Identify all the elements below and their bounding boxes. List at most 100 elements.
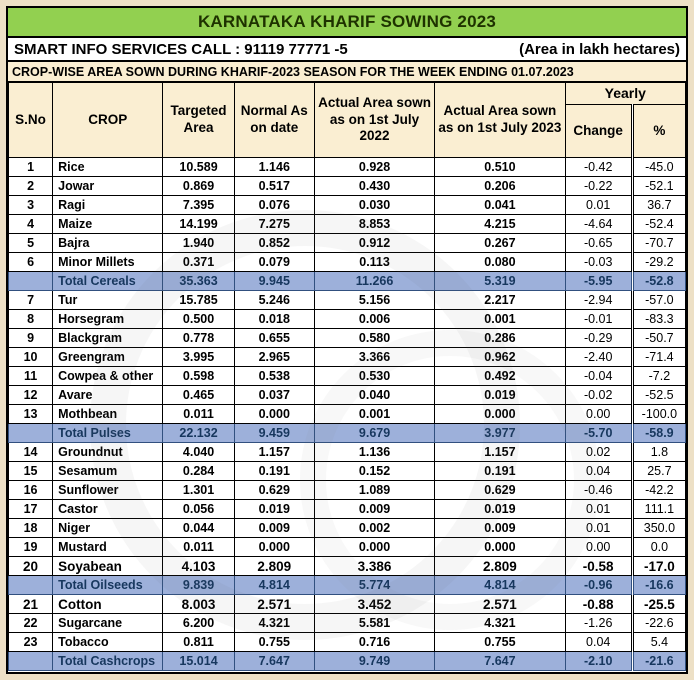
crop-row: 7 Tur 15.785 5.246 5.156 2.217 -2.94 -57.0: [7, 290, 687, 310]
cell-sno: 10: [7, 347, 54, 367]
cell-normal: 2.571: [233, 594, 315, 614]
cell-pct: 111.1: [630, 499, 687, 519]
cell-actual_2022: 1.089: [313, 480, 436, 500]
cell-actual_2023: 0.019: [434, 499, 566, 519]
cell-crop: Cotton: [52, 594, 164, 614]
cell-actual_2023: 0.510: [434, 157, 566, 177]
cell-pct: 1.8: [630, 442, 687, 462]
cell-actual_2022: 3.452: [313, 594, 436, 614]
cell-normal: 5.246: [233, 290, 315, 310]
cell-actual_2022: 0.002: [313, 518, 436, 538]
cell-pct: -7.2: [630, 366, 687, 386]
cell-change: -5.95: [564, 271, 633, 291]
cell-change: 0.04: [564, 461, 633, 481]
cell-pct: -42.2: [630, 480, 687, 500]
crop-row: 12 Avare 0.465 0.037 0.040 0.019 -0.02 -52.5: [7, 385, 687, 405]
cell-actual_2023: 0.001: [434, 309, 566, 329]
cell-actual_2023: 0.019: [434, 385, 566, 405]
cell-actual_2023: 0.286: [434, 328, 566, 348]
cell-normal: 0.000: [233, 404, 315, 424]
cell-change: -0.02: [564, 385, 633, 405]
cell-normal: 0.076: [233, 195, 315, 215]
cell-actual_2022: 3.366: [313, 347, 436, 367]
header-change: Change: [564, 104, 633, 158]
cell-sno: [7, 271, 54, 291]
cell-actual_2022: 3.386: [313, 556, 436, 576]
table-header: S.No CROP Targeted Area Normal As on dat…: [7, 82, 687, 158]
cell-targeted: 15.785: [162, 290, 235, 310]
cell-actual_2022: 0.928: [313, 157, 436, 177]
cell-normal: 4.814: [233, 575, 315, 595]
cell-actual_2022: 0.009: [313, 499, 436, 519]
cell-pct: 36.7: [630, 195, 687, 215]
cell-pct: -25.5: [630, 594, 687, 614]
cell-actual_2023: 0.080: [434, 252, 566, 272]
cell-change: -0.58: [564, 556, 633, 576]
cell-actual_2023: 0.009: [434, 518, 566, 538]
cell-pct: -83.3: [630, 309, 687, 329]
cell-pct: -16.6: [630, 575, 687, 595]
crop-row: 2 Jowar 0.869 0.517 0.430 0.206 -0.22 -52.1: [7, 176, 687, 196]
cell-targeted: 35.363: [162, 271, 235, 291]
cell-actual_2023: 0.000: [434, 537, 566, 557]
cell-change: -0.96: [564, 575, 633, 595]
subtitle-text: CROP-WISE AREA SOWN DURING KHARIF-2023 S…: [12, 64, 574, 79]
cell-change: -0.03: [564, 252, 633, 272]
cell-sno: [7, 423, 54, 443]
cell-targeted: 4.040: [162, 442, 235, 462]
cell-actual_2022: 0.430: [313, 176, 436, 196]
cell-normal: 0.655: [233, 328, 315, 348]
cell-change: 0.04: [564, 632, 633, 652]
cell-sno: 13: [7, 404, 54, 424]
cell-sno: 5: [7, 233, 54, 253]
cell-actual_2022: 0.030: [313, 195, 436, 215]
cell-crop: Sesamum: [52, 461, 164, 481]
cell-change: 0.01: [564, 195, 633, 215]
cell-sno: 12: [7, 385, 54, 405]
cell-normal: 7.275: [233, 214, 315, 234]
cell-targeted: 15.014: [162, 651, 235, 671]
cell-crop: Sunflower: [52, 480, 164, 500]
crop-row: 14 Groundnut 4.040 1.157 1.136 1.157 0.02 1.8: [7, 442, 687, 462]
cell-actual_2022: 9.679: [313, 423, 436, 443]
cell-targeted: 22.132: [162, 423, 235, 443]
cell-actual_2023: 1.157: [434, 442, 566, 462]
crop-row: 22 Sugarcane 6.200 4.321 5.581 4.321 -1.26 -22.…: [7, 613, 687, 633]
cell-targeted: 0.056: [162, 499, 235, 519]
cell-change: -2.94: [564, 290, 633, 310]
cell-change: 0.00: [564, 537, 633, 557]
cell-change: -0.01: [564, 309, 633, 329]
cell-actual_2023: 0.000: [434, 404, 566, 424]
cell-sno: 17: [7, 499, 54, 519]
cell-crop: Total Cashcrops: [52, 651, 164, 671]
cell-targeted: 14.199: [162, 214, 235, 234]
header-yearly: Yearly: [564, 82, 687, 105]
cell-normal: 0.629: [233, 480, 315, 500]
cell-crop: Soyabean: [52, 556, 164, 576]
cell-change: -2.10: [564, 651, 633, 671]
cell-crop: Blackgram: [52, 328, 164, 348]
cell-targeted: 0.284: [162, 461, 235, 481]
cell-sno: 14: [7, 442, 54, 462]
cell-pct: -52.1: [630, 176, 687, 196]
cell-actual_2022: 5.156: [313, 290, 436, 310]
cell-actual_2023: 0.206: [434, 176, 566, 196]
cell-sno: 3: [7, 195, 54, 215]
cell-pct: -50.7: [630, 328, 687, 348]
cell-crop: Mustard: [52, 537, 164, 557]
cell-normal: 9.945: [233, 271, 315, 291]
cell-crop: Total Oilseeds: [52, 575, 164, 595]
cell-crop: Jowar: [52, 176, 164, 196]
cell-change: -0.29: [564, 328, 633, 348]
cell-targeted: 0.778: [162, 328, 235, 348]
cell-actual_2022: 8.853: [313, 214, 436, 234]
cell-actual_2022: 5.581: [313, 613, 436, 633]
cell-sno: 2: [7, 176, 54, 196]
cell-targeted: 0.011: [162, 404, 235, 424]
cell-pct: 0.0: [630, 537, 687, 557]
cell-normal: 0.019: [233, 499, 315, 519]
subtitle-bar: CROP-WISE AREA SOWN DURING KHARIF-2023 S…: [8, 62, 686, 82]
cell-actual_2023: 2.571: [434, 594, 566, 614]
cell-actual_2022: 0.912: [313, 233, 436, 253]
cell-crop: Total Pulses: [52, 423, 164, 443]
